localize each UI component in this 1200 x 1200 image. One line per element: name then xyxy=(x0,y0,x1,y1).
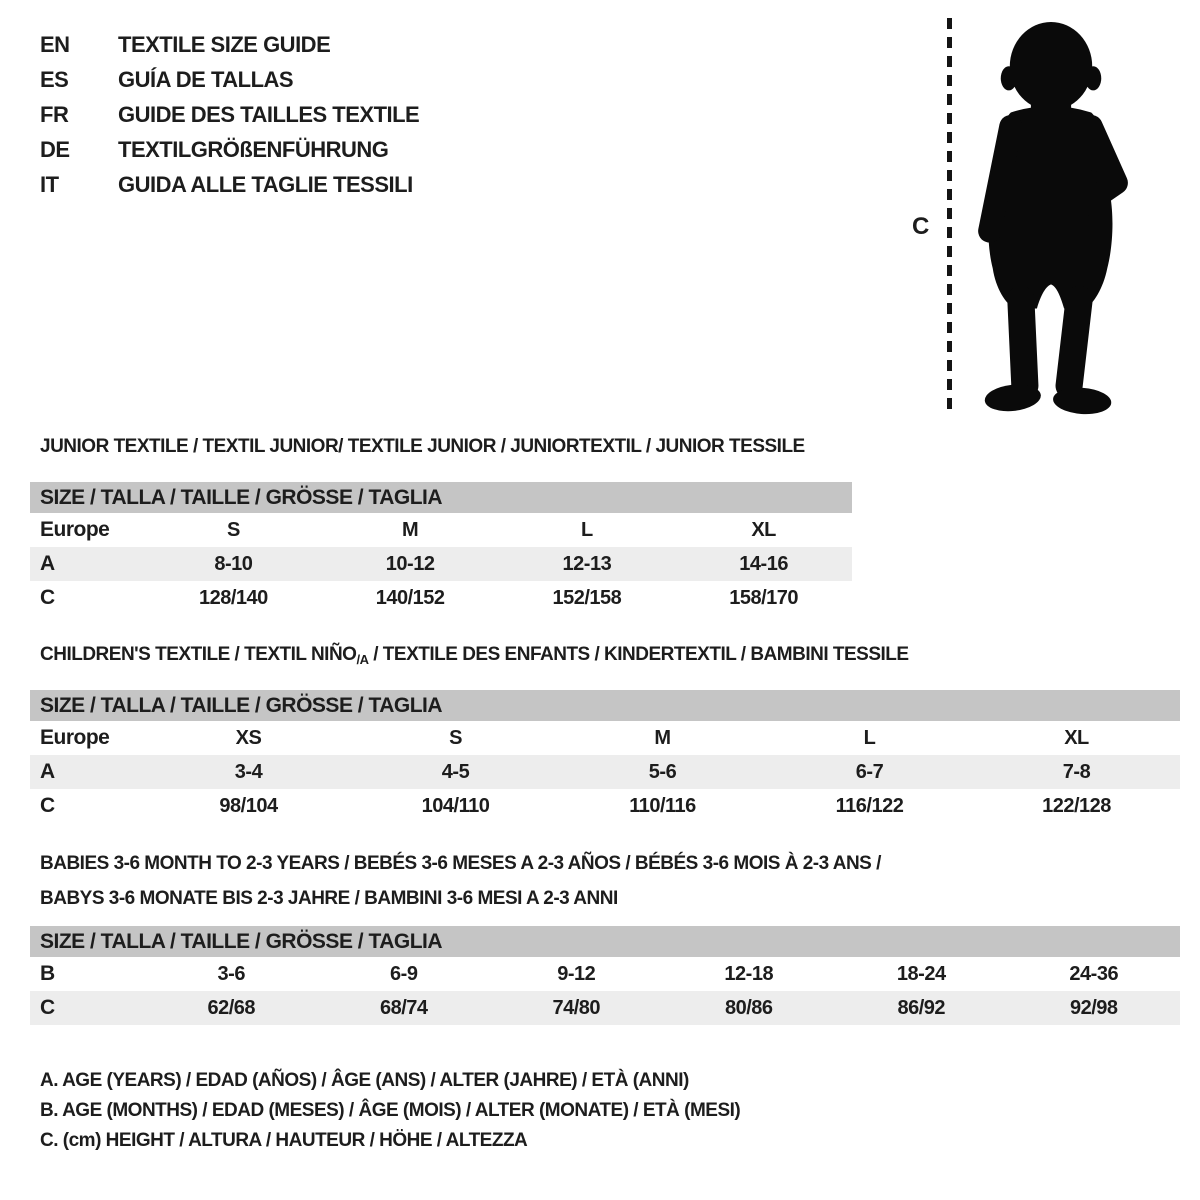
table-row: C 62/68 68/74 74/80 80/86 86/92 92/98 xyxy=(30,991,1180,1025)
table-cell: 74/80 xyxy=(552,996,601,1019)
title-subscript: /A xyxy=(356,652,369,667)
table-cell: 14-16 xyxy=(739,552,788,575)
row-label: A xyxy=(40,760,55,783)
babies-size-table: SIZE / TALLA / TAILLE / GRÖSSE / TAGLIA … xyxy=(30,926,1180,1025)
table-cell: 122/128 xyxy=(1042,794,1111,817)
table-cell: L xyxy=(863,726,876,749)
legend-age-months: B. AGE (MONTHS) / EDAD (MESES) / ÂGE (MO… xyxy=(40,1100,741,1121)
table-cell: 6-9 xyxy=(390,962,418,985)
table-cell: 18-24 xyxy=(896,962,946,985)
table-cell: 8-10 xyxy=(214,552,253,575)
table-cell: 98/104 xyxy=(219,794,278,817)
table-cell: 10-12 xyxy=(385,552,435,575)
size-header-row: SIZE / TALLA / TAILLE / GRÖSSE / TAGLIA xyxy=(30,926,1180,957)
table-row: Europe XS S M L XL xyxy=(30,721,1180,755)
junior-section-title: JUNIOR TEXTILE / TEXTIL JUNIOR/ TEXTILE … xyxy=(40,436,805,457)
toddler-silhouette xyxy=(978,22,1128,415)
list-item: EN TEXTILE SIZE GUIDE xyxy=(40,27,419,62)
language-code: ES xyxy=(40,67,69,92)
table-cell: 80/86 xyxy=(724,996,773,1019)
table-row: C 128/140 140/152 152/158 158/170 xyxy=(30,581,852,615)
language-code: DE xyxy=(40,137,70,162)
table-cell: 5-6 xyxy=(648,760,677,783)
table-row: C 98/104 104/110 110/116 116/122 122/128 xyxy=(30,789,1180,823)
language-title: GUIDA ALLE TAGLIE TESSILI xyxy=(118,172,413,197)
language-title: TEXTILE SIZE GUIDE xyxy=(118,32,331,57)
language-title: GUIDE DES TAILLES TEXTILE xyxy=(118,102,420,127)
table-row: Europe S M L XL xyxy=(30,513,852,547)
measurement-legend: A. AGE (YEARS) / EDAD (AÑOS) / ÂGE (ANS)… xyxy=(40,1066,741,1156)
language-code: IT xyxy=(40,172,59,197)
table-cell: 128/140 xyxy=(198,586,268,609)
size-header-row: SIZE / TALLA / TAILLE / GRÖSSE / TAGLIA xyxy=(30,690,1180,721)
table-cell: M xyxy=(654,726,671,749)
table-cell: L xyxy=(581,518,593,541)
language-code: FR xyxy=(40,102,69,127)
language-title: GUÍA DE TALLAS xyxy=(118,67,294,92)
height-measure-dashed-line xyxy=(947,18,952,416)
legend-age-years: A. AGE (YEARS) / EDAD (AÑOS) / ÂGE (ANS)… xyxy=(40,1070,689,1091)
row-label: A xyxy=(40,552,55,575)
row-label: C xyxy=(40,586,55,609)
junior-size-table: SIZE / TALLA / TAILLE / GRÖSSE / TAGLIA … xyxy=(30,482,852,615)
table-cell: XL xyxy=(751,518,776,541)
table-cell: 110/116 xyxy=(629,794,696,817)
list-item: ES GUÍA DE TALLAS xyxy=(40,62,419,97)
table-cell: 7-8 xyxy=(1062,760,1091,783)
table-cell: 92/98 xyxy=(1069,996,1118,1019)
table-cell: 3-4 xyxy=(234,760,263,783)
language-title-list: EN TEXTILE SIZE GUIDE ES GUÍA DE TALLAS FR… xyxy=(40,27,420,202)
babies-section-title: BABIES 3-6 MONTH TO 2-3 YEARS / BEBÉS 3-… xyxy=(40,846,881,916)
list-item: DE TEXTILGRÖßENFÜHRUNG xyxy=(40,132,419,167)
legend-height-cm: C. (cm) HEIGHT / ALTURA / HAUTEUR / HÖHE… xyxy=(40,1130,528,1151)
row-label: C xyxy=(40,794,55,817)
babies-title-line2: BABYS 3-6 MONATE BIS 2-3 JAHRE / BAMBINI… xyxy=(40,888,618,909)
table-cell: M xyxy=(402,518,419,541)
table-cell: 9-12 xyxy=(557,962,596,985)
size-header-label: SIZE / TALLA / TAILLE / GRÖSSE / TAGLIA xyxy=(40,929,443,953)
table-cell: 104/110 xyxy=(421,794,490,817)
table-row: A 3-4 4-5 5-6 6-7 7-8 xyxy=(30,755,1180,789)
language-title: TEXTILGRÖßENFÜHRUNG xyxy=(118,137,389,162)
table-cell: 6-7 xyxy=(855,760,884,783)
row-label: C xyxy=(40,996,55,1019)
size-header-label: SIZE / TALLA / TAILLE / GRÖSSE / TAGLIA xyxy=(40,485,443,509)
height-measure-label: C xyxy=(912,213,929,240)
table-cell: 86/92 xyxy=(897,996,946,1019)
table-cell: XS xyxy=(235,726,262,749)
size-header-label: SIZE / TALLA / TAILLE / GRÖSSE / TAGLIA xyxy=(40,693,443,717)
language-code: EN xyxy=(40,32,70,57)
table-cell: 62/68 xyxy=(207,996,256,1019)
table-cell: 158/170 xyxy=(729,586,799,609)
size-header-row: SIZE / TALLA / TAILLE / GRÖSSE / TAGLIA xyxy=(30,482,852,513)
table-row: A 8-10 10-12 12-13 14-16 xyxy=(30,547,852,581)
table-cell: S xyxy=(226,518,240,541)
table-cell: 12-18 xyxy=(724,962,774,985)
row-label: Europe xyxy=(40,518,110,541)
title-text: CHILDREN'S TEXTILE / TEXTIL NIÑO xyxy=(40,644,357,665)
table-cell: 12-13 xyxy=(562,552,612,575)
table-cell: 4-5 xyxy=(441,760,470,783)
title-text: / TEXTILE DES ENFANTS / KINDERTEXTIL / B… xyxy=(368,644,909,665)
table-cell: 152/158 xyxy=(552,586,622,609)
table-cell: 68/74 xyxy=(379,996,428,1019)
table-cell: 24-36 xyxy=(1069,962,1119,985)
children-section-title: CHILDREN'S TEXTILE / TEXTIL NIÑO/A / TEX… xyxy=(40,644,909,667)
row-label: Europe xyxy=(40,726,110,749)
table-cell: 116/122 xyxy=(835,794,904,817)
children-size-table: SIZE / TALLA / TAILLE / GRÖSSE / TAGLIA … xyxy=(30,690,1180,823)
babies-title-line1: BABIES 3-6 MONTH TO 2-3 YEARS / BEBÉS 3-… xyxy=(40,853,881,874)
list-item: FR GUIDE DES TAILLES TEXTILE xyxy=(40,97,420,132)
table-row: B 3-6 6-9 9-12 12-18 18-24 24-36 xyxy=(30,957,1180,991)
table-cell: XL xyxy=(1064,726,1089,749)
table-cell: S xyxy=(449,726,462,749)
row-label: B xyxy=(40,962,55,985)
list-item: IT GUIDA ALLE TAGLIE TESSILI xyxy=(40,167,419,202)
table-cell: 140/152 xyxy=(375,586,445,609)
table-cell: 3-6 xyxy=(217,962,246,985)
